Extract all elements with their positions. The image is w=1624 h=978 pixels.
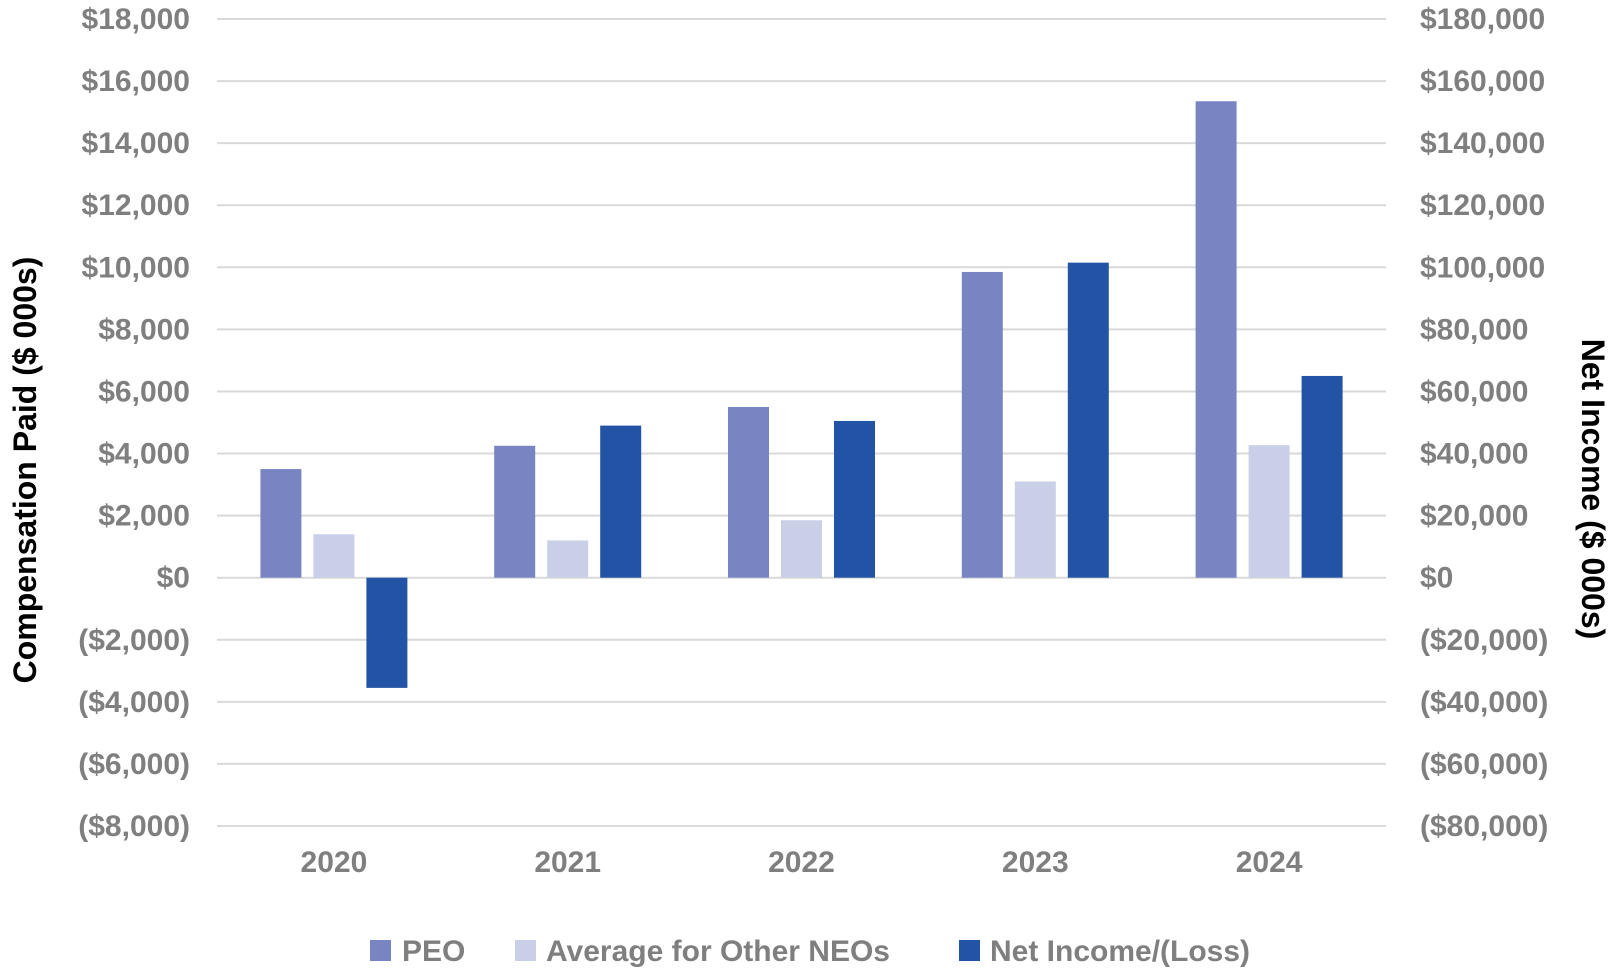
left-tick-label: $0 <box>157 562 190 595</box>
legend-swatch-net-income <box>959 940 980 961</box>
right-tick-label: $140,000 <box>1420 127 1545 160</box>
bar-other-neos-2024 <box>1248 445 1290 578</box>
x-tick-label: 2024 <box>1236 846 1303 879</box>
right-axis-title: Net Income ($ 000s) <box>1575 339 1611 640</box>
gridlines <box>217 18 1386 827</box>
right-tick-label: ($60,000) <box>1420 748 1548 781</box>
right-tick-label: $120,000 <box>1420 189 1545 222</box>
right-tick-label: ($40,000) <box>1420 686 1548 719</box>
bar-other-neos-2021 <box>547 540 589 578</box>
left-tick-label: $18,000 <box>82 3 190 36</box>
bar-net-income-2020 <box>366 577 408 688</box>
right-axis-ticks: $180,000 $160,000 $140,000 $120,000 $100,000… <box>1420 3 1548 843</box>
bar-other-neos-2023 <box>1014 481 1056 578</box>
left-tick-label: $2,000 <box>98 500 190 533</box>
bar-peo-2022 <box>728 406 769 578</box>
left-tick-label: ($2,000) <box>78 624 190 657</box>
left-tick-label: $8,000 <box>98 313 190 346</box>
legend-swatch-other-neos <box>515 940 536 961</box>
right-tick-label: $20,000 <box>1420 500 1528 533</box>
x-axis-ticks: 2020 2021 2022 2023 2024 <box>301 846 1303 879</box>
bar-net-income-2022 <box>834 420 875 578</box>
right-tick-label: $80,000 <box>1420 313 1528 346</box>
legend-swatch-peo <box>370 940 391 961</box>
left-tick-label: $16,000 <box>82 65 190 98</box>
left-tick-label: $6,000 <box>98 375 190 408</box>
bars <box>260 101 1343 688</box>
right-tick-label: ($20,000) <box>1420 624 1548 657</box>
left-tick-label: $12,000 <box>82 189 190 222</box>
left-tick-label: $10,000 <box>82 251 190 284</box>
left-tick-label: ($6,000) <box>78 748 190 781</box>
right-tick-label: $180,000 <box>1420 3 1545 36</box>
x-tick-label: 2023 <box>1002 846 1069 879</box>
right-tick-label: $60,000 <box>1420 375 1528 408</box>
x-tick-label: 2021 <box>534 846 601 879</box>
x-tick-label: 2020 <box>301 846 368 879</box>
legend-label-net-income: Net Income/(Loss) <box>990 935 1250 968</box>
bar-peo-2023 <box>961 271 1003 578</box>
bar-peo-2024 <box>1195 101 1237 578</box>
right-tick-label: $100,000 <box>1420 251 1545 284</box>
right-tick-label: $40,000 <box>1420 438 1528 471</box>
left-tick-label: ($4,000) <box>78 686 190 719</box>
left-tick-label: $4,000 <box>98 438 190 471</box>
left-axis-title: Compensation Paid ($ 000s) <box>7 257 43 684</box>
left-axis-ticks: $18,000 $16,000 $14,000 $12,000 $10,000 $8,00… <box>78 3 190 843</box>
legend-label-other-neos: Average for Other NEOs <box>546 935 890 968</box>
left-tick-label: $14,000 <box>82 127 190 160</box>
right-tick-label: $0 <box>1420 562 1453 595</box>
right-tick-label: $160,000 <box>1420 65 1545 98</box>
bar-net-income-2024 <box>1301 375 1343 578</box>
left-tick-label: ($8,000) <box>78 810 190 843</box>
bar-peo-2021 <box>494 445 536 578</box>
bar-other-neos-2022 <box>781 520 822 578</box>
bar-net-income-2021 <box>600 425 642 578</box>
bar-peo-2020 <box>260 469 302 578</box>
legend-label-peo: PEO <box>402 935 465 968</box>
bar-net-income-2023 <box>1067 262 1109 578</box>
bar-other-neos-2020 <box>313 534 355 578</box>
x-tick-label: 2022 <box>768 846 835 879</box>
right-tick-label: ($80,000) <box>1420 810 1548 843</box>
legend: PEO Average for Other NEOs Net Income/(L… <box>370 935 1250 968</box>
